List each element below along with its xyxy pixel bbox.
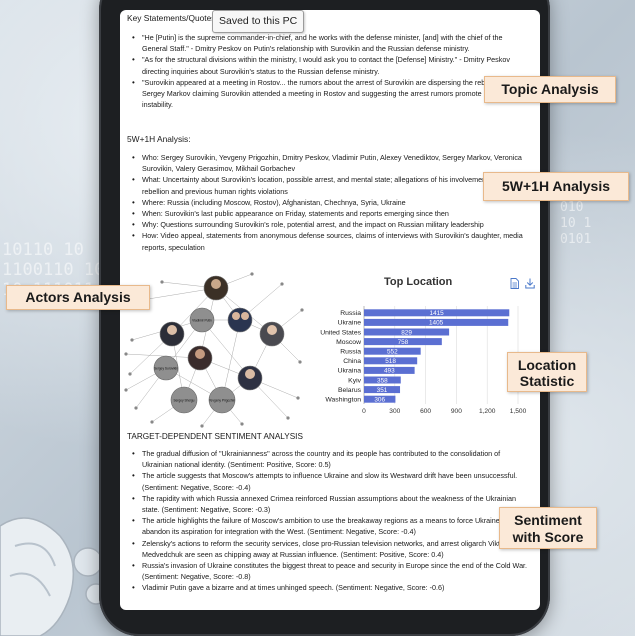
data-label: 1415 xyxy=(430,310,445,317)
x-tick-label: 1,200 xyxy=(479,408,496,415)
list-item: Where: Russia (including Moscow, Rostov)… xyxy=(132,197,530,208)
sentiment-title: TARGET-DEPENDENT SENTIMENT ANALYSIS xyxy=(127,432,303,441)
list-item: When: Surovikin's last public appearance… xyxy=(132,208,530,219)
list-item: Vladimir Putin gave a bizarre and at tim… xyxy=(132,582,530,593)
list-item: Russia's invasion of Ukraine constitutes… xyxy=(132,560,530,582)
category-label: Belarus xyxy=(338,387,362,394)
callout-5w1h-analysis: 5W+1H Analysis xyxy=(483,172,629,201)
data-label: 829 xyxy=(401,329,412,336)
category-label: Russia xyxy=(340,349,361,356)
sentiment-list: The gradual diffusion of "Ukrainianness"… xyxy=(132,448,530,594)
data-label: 306 xyxy=(374,397,385,404)
background-binary-pattern-right: 010 10 1 0101 xyxy=(560,200,592,247)
actor-node-label: Sergey Shoigu xyxy=(174,399,195,403)
actor-node-label: Sergey Surovikin xyxy=(154,367,178,371)
callout-location-statistic: Location Statistic xyxy=(507,352,587,392)
callout-sentiment-score: Sentiment with Score xyxy=(499,507,597,549)
bar[interactable] xyxy=(364,328,450,336)
list-item: The article highlights the failure of Mo… xyxy=(132,515,530,537)
list-item: How: Video appeal, statements from anony… xyxy=(132,230,530,252)
callout-line: with Score xyxy=(512,529,584,545)
bar[interactable] xyxy=(364,386,401,394)
download-icon[interactable] xyxy=(525,278,535,289)
actor-label-node[interactable] xyxy=(170,386,198,414)
bar[interactable] xyxy=(364,318,509,326)
list-item: Who: Sergey Surovikin, Yevgeny Prigozhin… xyxy=(132,152,530,174)
callout-line: Location xyxy=(517,357,577,373)
category-label: Kyiv xyxy=(348,377,361,384)
top-location-bar-chart[interactable]: 0 300 600 900 1,200 1,500 Russia 1415 Ukraine 140… xyxy=(306,298,538,424)
x-tick-label: 300 xyxy=(389,408,400,415)
actor-label-node[interactable] xyxy=(208,386,236,414)
actor-node-label: Yevgeny Prigozhin xyxy=(209,399,236,403)
data-label: 1405 xyxy=(429,320,444,327)
x-tick-label: 600 xyxy=(420,408,431,415)
chart-toolbar xyxy=(510,278,535,289)
actor-node-label: Vladimir Putin xyxy=(192,319,212,323)
bar[interactable] xyxy=(364,338,442,346)
x-tick-label: 0 xyxy=(362,408,366,415)
list-item: Why: Questions surrounding Surovikin's r… xyxy=(132,219,530,230)
list-item: The gradual diffusion of "Ukrainianness"… xyxy=(132,448,530,470)
data-label: 358 xyxy=(377,377,388,384)
x-tick-label: 900 xyxy=(451,408,462,415)
bar[interactable] xyxy=(364,395,396,403)
category-label: Ukraina xyxy=(338,368,362,375)
x-tick-label: 1,500 xyxy=(510,408,527,415)
list-item: "Surovikin appeared at a meeting in Rost… xyxy=(132,77,530,111)
graph-label-nodes: Vladimir Putin Sergey Surovikin Sergey S… xyxy=(153,307,236,414)
list-item: Zelensky's actions to reform the securit… xyxy=(132,538,530,560)
key-statements-title: Key Statements/Quotes: xyxy=(127,13,218,23)
data-label: 351 xyxy=(377,387,388,394)
category-label: Washington xyxy=(325,397,361,404)
bar[interactable] xyxy=(364,366,415,374)
callout-topic-analysis: Topic Analysis xyxy=(484,76,616,103)
bar[interactable] xyxy=(364,376,401,384)
bar[interactable] xyxy=(364,309,510,317)
category-label: China xyxy=(343,358,361,365)
saved-tooltip: Saved to this PC xyxy=(212,10,305,33)
callout-line: Statistic xyxy=(519,373,575,389)
list-item: What: Uncertainty about Surovikin's loca… xyxy=(132,174,530,196)
bar[interactable] xyxy=(364,357,418,365)
list-item: "He [Putin] is the supreme commander-in-… xyxy=(132,32,530,54)
bar[interactable] xyxy=(364,347,421,355)
category-label: Ukraine xyxy=(338,320,362,327)
w5h1-title: 5W+1H Analysis: xyxy=(127,134,191,144)
actors-network-graph[interactable]: Vladimir Putin Sergey Surovikin Sergey S… xyxy=(122,270,306,428)
list-item: The article suggests that Moscow's attem… xyxy=(132,470,530,492)
list-item: "As for the structural divisions within … xyxy=(132,54,530,76)
graph-photo-nodes xyxy=(159,275,285,391)
actor-label-node[interactable] xyxy=(153,355,179,381)
data-label: 552 xyxy=(387,349,398,356)
data-label: 758 xyxy=(398,339,409,346)
actor-photo-node[interactable] xyxy=(227,307,253,333)
w5h1-list: Who: Sergey Surovikin, Yevgeny Prigozhin… xyxy=(132,152,530,253)
graph-small-nodes xyxy=(124,272,304,428)
category-label: United States xyxy=(320,329,361,336)
document-icon[interactable] xyxy=(510,278,519,289)
chart-title: Top Location xyxy=(384,276,453,288)
list-item: The rapidity with which Russia annexed C… xyxy=(132,493,530,515)
data-label: 518 xyxy=(385,358,396,365)
key-statements-list: "He [Putin] is the supreme commander-in-… xyxy=(132,32,530,110)
callout-line: Sentiment xyxy=(514,512,582,528)
actor-label-node[interactable] xyxy=(189,307,215,333)
category-label: Moscow xyxy=(336,339,361,346)
data-label: 493 xyxy=(384,368,395,375)
category-label: Russia xyxy=(340,310,361,317)
callout-actors-analysis: Actors Analysis xyxy=(6,285,150,310)
screen: Key Statements/Quotes: "He [Putin] is th… xyxy=(120,10,540,610)
